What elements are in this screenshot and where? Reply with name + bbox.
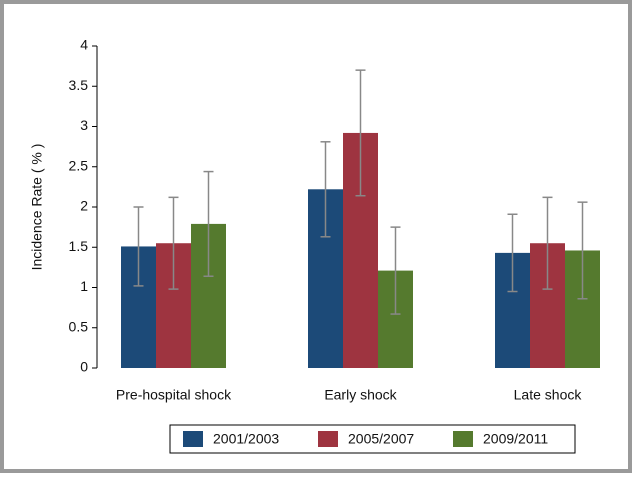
- x-tick-label: Late shock: [514, 387, 583, 403]
- legend-swatch: [318, 431, 338, 447]
- y-axis-label: Incidence Rate ( % ): [29, 144, 45, 271]
- error-bar: [133, 206, 144, 287]
- legend-label: 2001/2003: [213, 431, 279, 447]
- legend-swatch: [183, 431, 203, 447]
- y-tick-label: 0: [80, 359, 88, 375]
- error-bar: [355, 69, 366, 197]
- legend: [169, 424, 576, 454]
- error-bar: [507, 213, 518, 293]
- y-tick-label: 4: [80, 37, 88, 53]
- y-tick-label: 2.5: [69, 157, 89, 173]
- error-bar: [203, 170, 214, 277]
- x-tick-label: Pre-hospital shock: [116, 387, 232, 403]
- legend-swatch: [453, 431, 473, 447]
- legend-label: 2005/2007: [348, 431, 414, 447]
- error-bar: [168, 196, 179, 290]
- y-tick-label: 2: [80, 198, 88, 214]
- error-bar: [390, 226, 401, 315]
- error-bar: [542, 196, 553, 290]
- y-tick-label: 1: [80, 278, 88, 294]
- y-tick-label: 1.5: [69, 238, 89, 254]
- y-tick-label: 3: [80, 117, 88, 133]
- y-tick-label: 3.5: [69, 77, 89, 93]
- legend-label: 2009/2011: [483, 431, 548, 447]
- y-tick-label: 0.5: [69, 318, 89, 334]
- error-bar: [320, 141, 331, 238]
- x-tick-label: Early shock: [324, 387, 397, 403]
- error-bar: [577, 201, 588, 300]
